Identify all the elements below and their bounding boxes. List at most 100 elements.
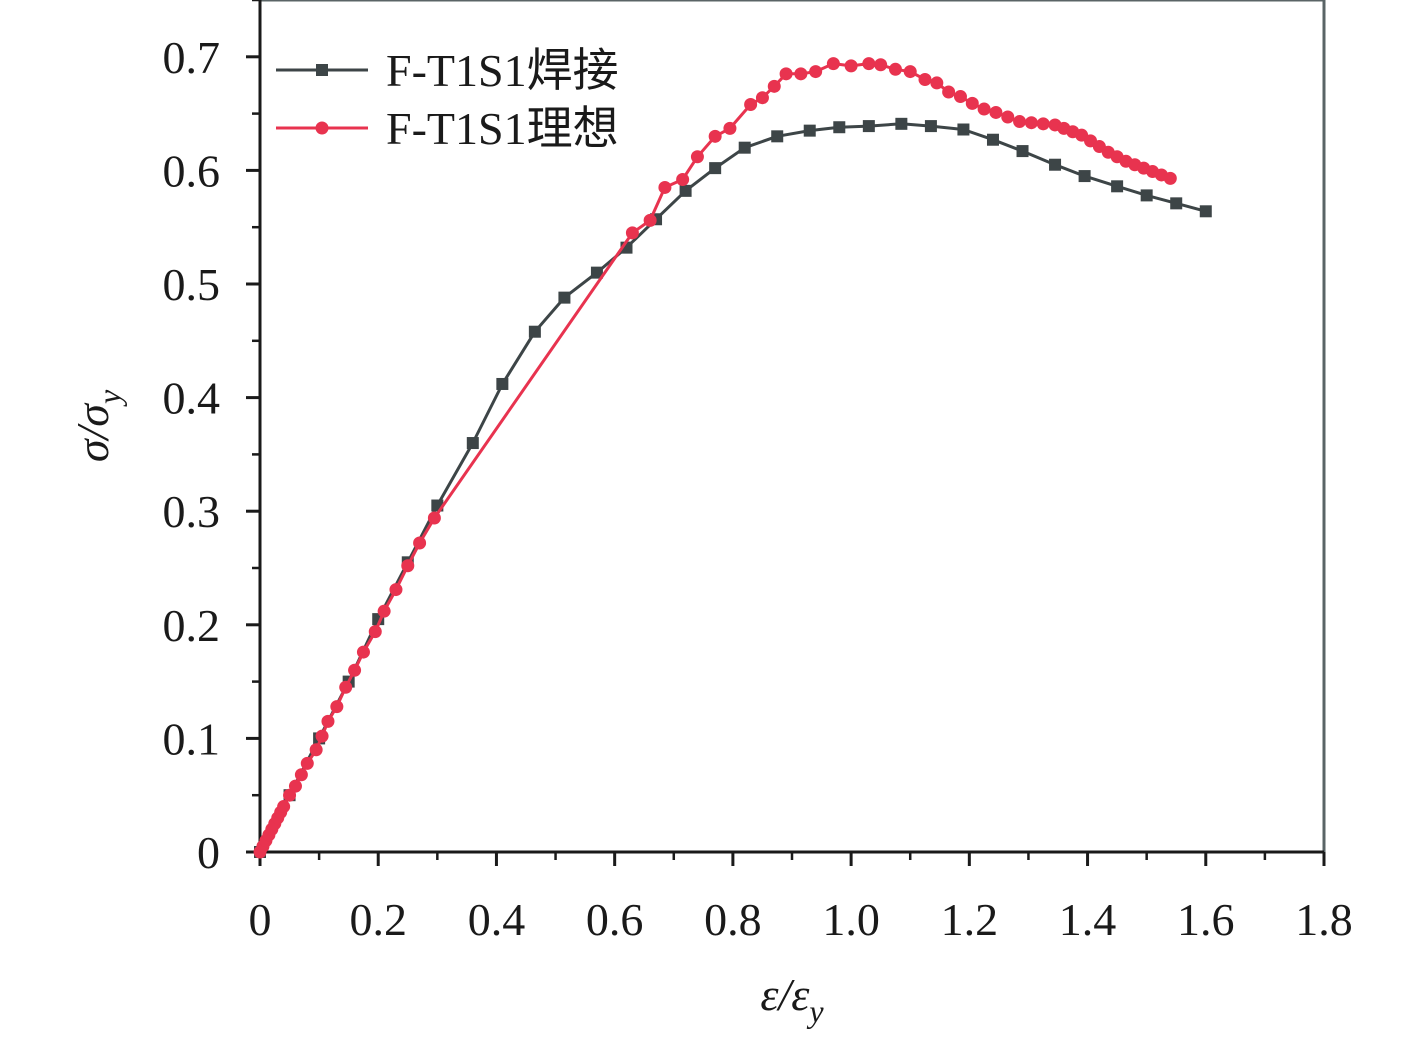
data-point bbox=[389, 583, 403, 597]
x-tick-label: 0 bbox=[249, 894, 272, 945]
data-point bbox=[1049, 158, 1062, 171]
y-axis: 0 0.1 0.2 0.3 0.4 0.5 0.6 0.7 bbox=[163, 0, 262, 878]
y-tick-label: 0.4 bbox=[163, 373, 221, 424]
data-point bbox=[277, 800, 291, 814]
data-point bbox=[315, 729, 329, 743]
y-tick-label: 0.1 bbox=[163, 713, 221, 764]
data-point bbox=[427, 511, 441, 525]
legend-item: F-T1S1理想 bbox=[276, 103, 619, 154]
data-point bbox=[339, 680, 353, 694]
series-layer bbox=[253, 57, 1212, 859]
data-point bbox=[744, 98, 758, 112]
data-point bbox=[888, 62, 902, 76]
data-point bbox=[986, 133, 999, 146]
data-point bbox=[918, 73, 932, 87]
data-point bbox=[862, 57, 876, 71]
legend-marker bbox=[315, 121, 329, 135]
data-point bbox=[1163, 171, 1177, 185]
data-point bbox=[1036, 117, 1050, 131]
data-point bbox=[989, 105, 1003, 119]
y-tick-label: 0.3 bbox=[163, 486, 221, 537]
data-point bbox=[826, 57, 840, 71]
data-point bbox=[809, 65, 823, 79]
data-point bbox=[1170, 197, 1183, 210]
data-point bbox=[466, 437, 479, 450]
data-point bbox=[767, 79, 781, 93]
data-point bbox=[558, 291, 571, 304]
data-point bbox=[348, 663, 362, 677]
data-point bbox=[496, 377, 509, 390]
data-point bbox=[1111, 180, 1124, 193]
data-point bbox=[771, 130, 784, 143]
legend-item: F-T1S1焊接 bbox=[276, 45, 619, 96]
x-tick-label: 0.2 bbox=[349, 894, 407, 945]
y-tick-label: 0.5 bbox=[163, 259, 221, 310]
data-point bbox=[330, 700, 344, 714]
data-point bbox=[977, 102, 991, 116]
data-point bbox=[723, 121, 737, 135]
data-point bbox=[844, 59, 858, 73]
data-point bbox=[794, 67, 808, 81]
data-point bbox=[528, 325, 541, 338]
x-tick-label: 0.4 bbox=[468, 894, 526, 945]
data-point bbox=[755, 91, 769, 105]
data-point bbox=[953, 90, 967, 104]
data-point bbox=[368, 625, 382, 639]
x-tick-label: 1.8 bbox=[1295, 894, 1353, 945]
legend-marker bbox=[316, 64, 328, 76]
data-point bbox=[1078, 170, 1091, 183]
y-tick-label: 0.7 bbox=[163, 32, 221, 83]
data-point bbox=[930, 76, 944, 90]
legend: F-T1S1焊接 F-T1S1理想 bbox=[276, 45, 619, 154]
x-tick-label: 1.4 bbox=[1059, 894, 1117, 945]
data-point bbox=[738, 141, 751, 154]
data-point bbox=[803, 124, 816, 137]
data-point bbox=[779, 67, 793, 81]
data-point bbox=[377, 604, 391, 618]
series-line bbox=[258, 122, 1207, 853]
data-point bbox=[1001, 110, 1015, 124]
data-point bbox=[903, 65, 917, 79]
data-point bbox=[321, 714, 335, 728]
data-point bbox=[679, 184, 692, 197]
data-point bbox=[708, 129, 722, 143]
data-point bbox=[356, 645, 370, 659]
data-point bbox=[625, 226, 639, 240]
data-point bbox=[709, 162, 722, 175]
data-point bbox=[862, 120, 875, 133]
data-point bbox=[924, 120, 937, 133]
series-line bbox=[258, 62, 1171, 853]
data-point bbox=[658, 180, 672, 194]
data-point bbox=[833, 121, 846, 134]
data-point bbox=[957, 123, 970, 136]
data-point bbox=[942, 85, 956, 99]
data-point bbox=[413, 536, 427, 550]
data-point bbox=[1140, 189, 1153, 202]
data-point bbox=[1013, 115, 1027, 129]
y-tick-label: 0.6 bbox=[163, 145, 221, 196]
x-axis: 0 0.2 0.4 0.6 0.8 1.0 1.2 1.4 1.6 1.8 bbox=[249, 850, 1353, 945]
data-point bbox=[590, 266, 603, 279]
data-point bbox=[288, 779, 302, 793]
data-point bbox=[1024, 116, 1038, 130]
series-2 bbox=[253, 57, 1177, 859]
data-point bbox=[965, 96, 979, 110]
y-tick-label: 0.2 bbox=[163, 600, 221, 651]
series-1 bbox=[254, 117, 1212, 858]
data-point bbox=[895, 117, 908, 130]
data-point bbox=[294, 768, 308, 782]
x-tick-label: 1.6 bbox=[1177, 894, 1235, 945]
data-point bbox=[1016, 145, 1029, 158]
data-point bbox=[1199, 205, 1212, 218]
data-point bbox=[874, 58, 888, 72]
data-point bbox=[676, 172, 690, 186]
legend-label: F-T1S1焊接 bbox=[386, 45, 619, 96]
x-tick-label: 1.0 bbox=[822, 894, 880, 945]
y-tick-label: 0 bbox=[197, 827, 220, 878]
y-axis-title: σ/σy bbox=[67, 389, 127, 462]
data-point bbox=[300, 756, 314, 770]
data-point bbox=[690, 150, 704, 164]
x-tick-label: 0.8 bbox=[704, 894, 762, 945]
x-axis-title: ε/εy bbox=[760, 969, 824, 1029]
